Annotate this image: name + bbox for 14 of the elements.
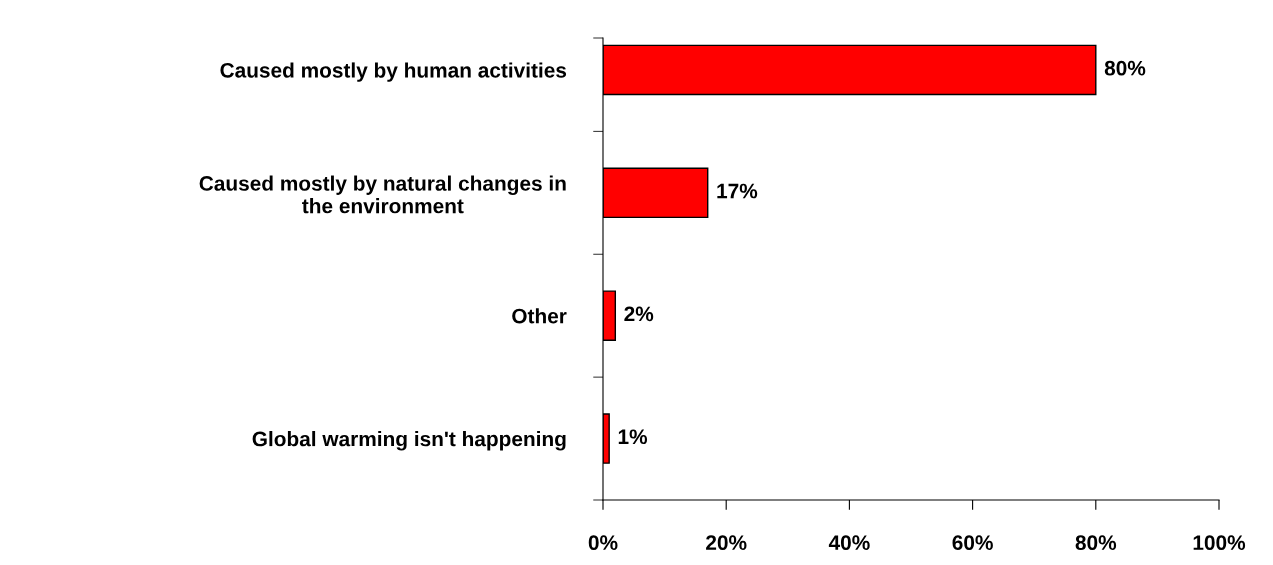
x-tick-label: 80% <box>1075 535 1117 551</box>
data-label: 2% <box>624 306 654 322</box>
x-tick-label: 20% <box>706 535 747 551</box>
x-tick-label: 100% <box>1193 535 1246 551</box>
x-tick-label: 40% <box>828 535 870 551</box>
data-label: 17% <box>717 183 758 199</box>
y-tick-label: Global warming isn't happening <box>252 431 566 451</box>
data-label: 1% <box>618 429 648 445</box>
x-tick-label: 0% <box>588 535 618 551</box>
x-tick-label: 60% <box>952 535 993 551</box>
y-tick-label: Caused mostly by natural changes in the environment <box>199 175 566 214</box>
y-tick-label: Caused mostly by human activities <box>220 62 567 82</box>
data-label: 80% <box>1104 60 1146 76</box>
y-tick-label: Other <box>512 308 567 324</box>
